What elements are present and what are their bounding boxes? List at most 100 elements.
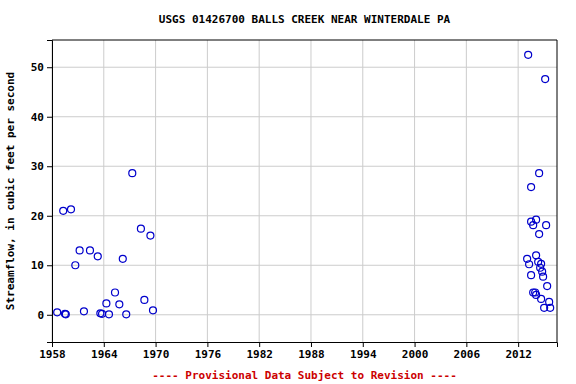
x-axis: 1958 1964 1970 1976 1982 1988 1994 2000 2006 2012 — [39, 342, 557, 361]
point — [543, 222, 550, 229]
point — [547, 304, 554, 311]
grid-line-x — [466, 40, 467, 342]
x-tick: 1976 — [195, 342, 222, 361]
y-tick: 30 — [31, 160, 52, 173]
point — [544, 283, 551, 290]
x-axis-line — [53, 343, 558, 348]
x-tick-mark — [104, 342, 105, 347]
x-tick-label: 1970 — [143, 348, 170, 361]
y-tick-mark — [47, 166, 52, 167]
grid-line-x — [518, 40, 519, 342]
point — [526, 261, 533, 268]
point — [112, 289, 119, 296]
x-tick-mark — [311, 342, 312, 347]
title: USGS 01426700 BALLS CREEK NEAR WINTERDAL… — [159, 13, 451, 26]
x-tick: 1964 — [91, 342, 118, 361]
x-tick-label: 1988 — [298, 348, 325, 361]
point — [540, 273, 547, 280]
point — [99, 310, 106, 317]
x-tick: 1982 — [246, 342, 273, 361]
y-axis-title: Streamflow, in cubic feet per second — [4, 72, 17, 310]
x-tick-label: 1976 — [195, 348, 222, 361]
x-tick-mark — [259, 342, 260, 347]
x-tick-label: 2012 — [505, 348, 532, 361]
point — [80, 308, 87, 315]
point — [54, 309, 61, 316]
y-tick: 50 — [31, 61, 52, 74]
point — [105, 311, 112, 318]
point — [536, 170, 543, 177]
chart: 1958 1964 1970 1976 1982 1988 1994 2000 2006 2012… — [0, 0, 576, 384]
y-tick-mark — [47, 265, 52, 266]
y-tick-mark — [47, 67, 52, 68]
frame — [52, 40, 557, 41]
point — [542, 76, 549, 83]
point — [76, 247, 83, 254]
x-tick-mark — [207, 342, 208, 347]
grid-line-x — [103, 40, 104, 342]
point — [525, 51, 532, 58]
x-tick: 2000 — [402, 342, 429, 361]
y-tick: 40 — [31, 111, 52, 124]
x-tick-mark — [415, 342, 416, 347]
y-tick-label: 10 — [31, 259, 44, 272]
y-tick-mark — [47, 117, 52, 118]
point — [536, 231, 543, 238]
grid-line-y — [52, 265, 557, 266]
x-tick-label: 1964 — [91, 348, 118, 361]
point — [61, 310, 68, 317]
point — [538, 295, 545, 302]
annotation: ---- Provisional Data Subject to Revisio… — [152, 369, 457, 382]
x-tick: 1958 — [39, 342, 66, 361]
x-tick-label: 2000 — [402, 348, 429, 361]
point — [119, 255, 126, 262]
grid-line-y — [52, 116, 557, 117]
y-tick-label: 40 — [31, 111, 44, 124]
x-tick-label: 2006 — [454, 348, 481, 361]
point — [116, 301, 123, 308]
grid-line-x — [414, 40, 415, 342]
frame — [557, 40, 558, 342]
y-tick-label: 0 — [37, 309, 44, 322]
point — [62, 311, 69, 318]
point — [123, 311, 130, 318]
point — [528, 272, 535, 279]
y-tick-label: 20 — [31, 210, 44, 223]
x-tick: 1970 — [143, 342, 170, 361]
grid-line-y — [52, 166, 557, 167]
points — [54, 51, 554, 317]
x-tick-label: 1982 — [246, 348, 273, 361]
point — [60, 207, 67, 214]
grid-line-x — [207, 40, 208, 342]
point — [528, 184, 535, 191]
x-tick: 1994 — [350, 342, 377, 361]
point — [94, 253, 101, 260]
point — [147, 232, 154, 239]
y-tick-mark — [47, 315, 52, 316]
grid-line-x — [362, 40, 363, 342]
x-tick: 2006 — [454, 342, 481, 361]
grid-line-x — [155, 40, 156, 342]
x-tick: 1988 — [298, 342, 325, 361]
x-tick-mark — [466, 342, 467, 347]
y-tick-mark — [47, 216, 52, 217]
grid — [52, 40, 557, 342]
point — [150, 307, 157, 314]
grid-line-x — [310, 40, 311, 342]
point — [67, 206, 74, 213]
y-axis-line — [47, 41, 53, 343]
y-tick: 10 — [31, 259, 52, 272]
y-tick-label: 50 — [31, 61, 44, 74]
point — [72, 262, 79, 269]
x-tick-label: 1958 — [39, 348, 66, 361]
x-tick-mark — [156, 342, 157, 347]
point — [103, 300, 110, 307]
x-tick: 2012 — [505, 342, 532, 361]
point — [129, 170, 136, 177]
point — [141, 296, 148, 303]
x-tick-mark — [518, 342, 519, 347]
grid-line-y — [52, 215, 557, 216]
point — [538, 260, 545, 267]
grid-line-y — [52, 67, 557, 68]
y-axis: 0 10 20 30 40 50 — [31, 41, 53, 343]
